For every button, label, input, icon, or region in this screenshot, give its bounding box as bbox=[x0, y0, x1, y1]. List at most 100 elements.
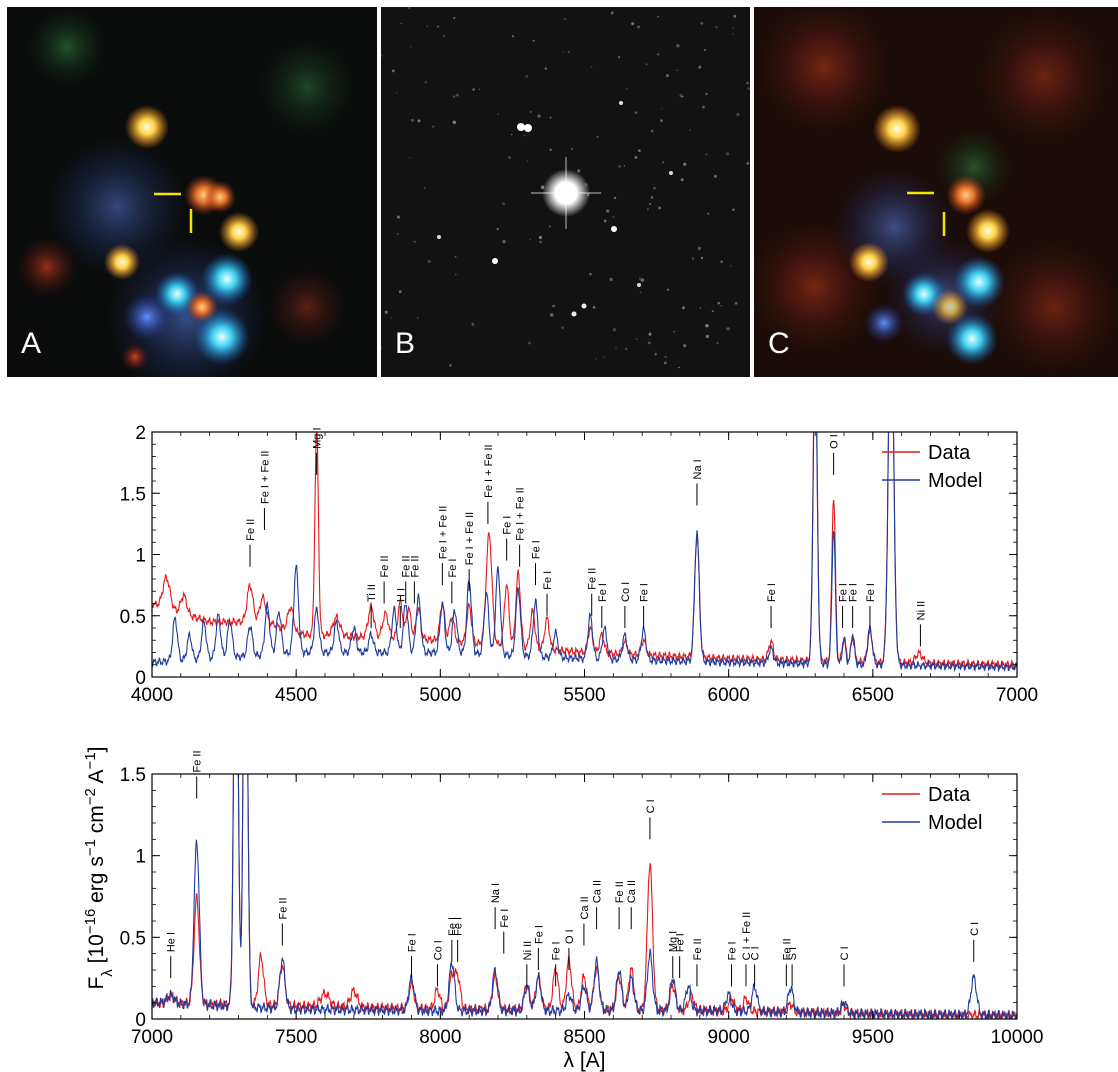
panel-b: B bbox=[381, 7, 750, 377]
line-id-label: Fe I bbox=[766, 583, 778, 602]
line-id-label: H I bbox=[395, 588, 407, 602]
legend-label: Data bbox=[928, 442, 971, 464]
line-id-label: Fe II bbox=[245, 519, 257, 541]
line-id-label: Fe I bbox=[848, 583, 860, 602]
line-id-label: Fe I bbox=[453, 917, 465, 936]
line-id-label: C I + Fe II bbox=[741, 912, 753, 961]
legend-label: Model bbox=[928, 470, 982, 492]
line-id-label: Fe II bbox=[409, 555, 421, 577]
y-tick-label: 1 bbox=[135, 847, 146, 868]
line-id-label: Na I bbox=[490, 883, 502, 903]
line-id-label: Ti II bbox=[366, 584, 378, 602]
x-tick-label: 5000 bbox=[419, 685, 461, 706]
line-id-label: Fe I + Fe II bbox=[259, 451, 271, 505]
greyscale-star-image-b bbox=[381, 7, 750, 377]
x-tick-label: 7000 bbox=[996, 685, 1038, 706]
plot-area bbox=[152, 774, 1017, 1019]
line-id-label: Ni II bbox=[915, 601, 927, 621]
plot-area bbox=[152, 432, 1017, 673]
line-id-label: Fe I bbox=[551, 941, 563, 960]
y-tick-label: 1.5 bbox=[120, 765, 146, 786]
legend-label: Model bbox=[928, 812, 982, 834]
x-tick-label: 8500 bbox=[563, 1027, 605, 1048]
line-id-label: Ca II bbox=[592, 880, 604, 903]
line-id-label: Ni II bbox=[522, 941, 534, 961]
line-id-label: Fe I bbox=[502, 516, 514, 535]
line-id-label: Fe I + Fe II bbox=[483, 444, 495, 498]
false-color-image-c bbox=[754, 7, 1118, 377]
line-id-label: Fe I + Fe II bbox=[437, 506, 449, 560]
legend-label: Data bbox=[928, 784, 971, 806]
line-id-label: Fe I bbox=[597, 583, 609, 602]
line-id-label: Fe I + Fe II bbox=[515, 487, 527, 541]
line-id-label: Fe II bbox=[277, 897, 289, 919]
line-id-label: O I bbox=[564, 929, 576, 944]
x-tick-label: 5500 bbox=[563, 685, 605, 706]
series-line-data bbox=[152, 774, 1017, 1019]
false-color-image-a bbox=[7, 7, 377, 377]
x-tick-label: 9000 bbox=[708, 1027, 750, 1048]
y-tick-label: 2 bbox=[135, 423, 146, 444]
line-id-label: Fe I bbox=[533, 925, 545, 944]
y-tick-label: 0 bbox=[135, 1010, 146, 1031]
x-tick-label: 4000 bbox=[131, 685, 173, 706]
line-id-label: Co I bbox=[620, 582, 632, 602]
x-tick-label: 9500 bbox=[852, 1027, 894, 1048]
panel-c: C bbox=[754, 7, 1118, 377]
line-id-label: C I bbox=[750, 946, 762, 960]
line-id-label: Fe I bbox=[727, 941, 739, 960]
line-id-label: Mg I bbox=[668, 931, 680, 952]
line-id-label: Fe II bbox=[401, 555, 413, 577]
y-tick-label: 1 bbox=[135, 546, 146, 567]
line-id-label: Fe I bbox=[542, 571, 554, 590]
panel-a: A bbox=[7, 7, 377, 377]
x-tick-label: 8000 bbox=[419, 1027, 461, 1048]
line-id-label: Fe I bbox=[675, 933, 687, 952]
line-id-label: Mg I bbox=[312, 427, 324, 448]
line-id-label: Na I bbox=[692, 459, 704, 479]
y-tick-label: 0.5 bbox=[120, 607, 146, 628]
line-id-label: O I bbox=[829, 434, 841, 449]
x-tick-label: 7500 bbox=[275, 1027, 317, 1048]
line-id-label: Fe I + Fe II bbox=[464, 512, 476, 566]
panel-label: B bbox=[395, 327, 416, 360]
line-id-label: Fe I bbox=[447, 559, 459, 578]
line-id-label: Fe II bbox=[614, 881, 626, 903]
image-panels: A B bbox=[7, 7, 1118, 377]
line-id-label: Fe II bbox=[379, 555, 391, 577]
line-id-label: He I bbox=[166, 932, 178, 952]
line-id-label: Fe I bbox=[407, 933, 419, 952]
panel-label: C bbox=[768, 327, 790, 360]
line-id-label: Fe II bbox=[781, 938, 793, 960]
line-id-label: Ca II bbox=[626, 880, 638, 903]
line-id-label: Fe I bbox=[530, 540, 542, 559]
line-id-label: Fe II bbox=[587, 568, 599, 590]
line-id-label: Fe I bbox=[639, 583, 651, 602]
x-tick-label: 10000 bbox=[991, 1027, 1044, 1048]
line-id-label: C I bbox=[969, 922, 981, 936]
y-tick-label: 1.5 bbox=[120, 484, 146, 505]
series-line-data bbox=[152, 432, 1017, 671]
line-id-label: Co I bbox=[432, 940, 444, 960]
line-id-label: Fe II bbox=[192, 750, 204, 772]
x-tick-label: 7000 bbox=[131, 1027, 173, 1048]
y-axis-label: Fλ [10−16 erg s−1 cm−2 A−1] bbox=[82, 746, 116, 989]
x-tick-label: 4500 bbox=[275, 685, 317, 706]
series-line-model bbox=[152, 774, 1017, 1019]
y-tick-label: 0.5 bbox=[120, 928, 146, 949]
line-id-label: C I bbox=[839, 946, 851, 960]
line-id-label: C I bbox=[645, 799, 657, 813]
line-id-label: Ca II bbox=[579, 896, 591, 919]
x-tick-label: 6500 bbox=[852, 685, 894, 706]
panel-label: A bbox=[21, 327, 42, 360]
series-line-model bbox=[152, 432, 1017, 673]
line-id-label: Fe I bbox=[447, 917, 459, 936]
line-id-label: Fe I bbox=[865, 583, 877, 602]
x-tick-label: 6000 bbox=[708, 685, 750, 706]
line-id-label: Fe I bbox=[499, 909, 511, 928]
y-tick-label: 0 bbox=[135, 668, 146, 689]
line-id-label: Fe I bbox=[838, 583, 850, 602]
